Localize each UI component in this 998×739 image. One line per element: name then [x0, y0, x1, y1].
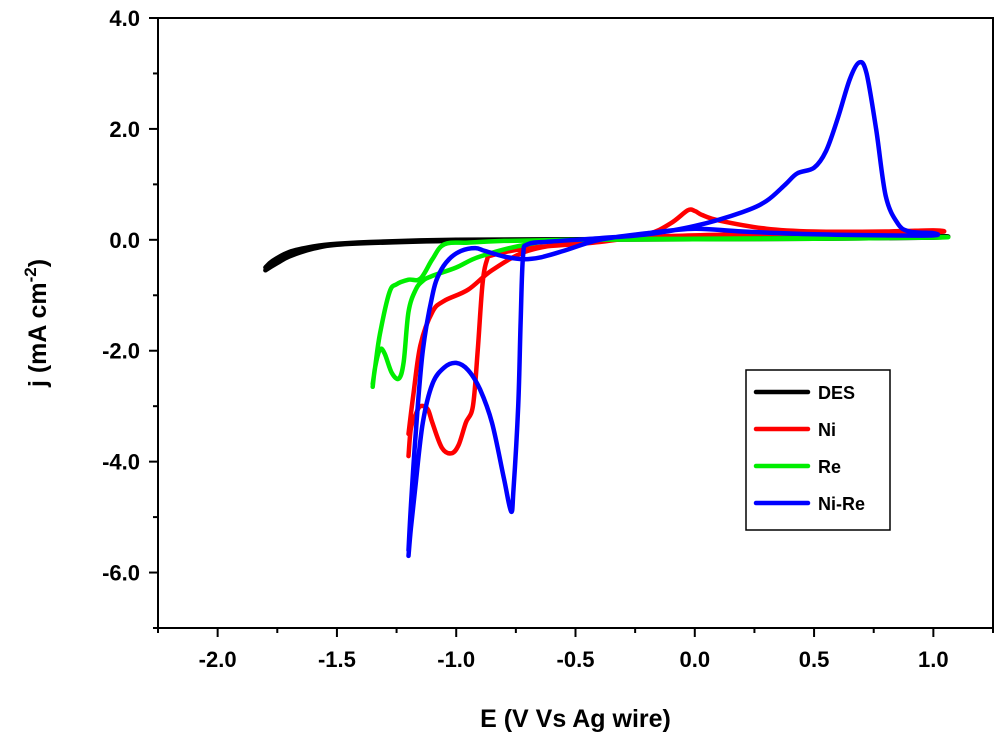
- x-tick-label: 0.5: [799, 647, 830, 672]
- legend-label-re: Re: [818, 457, 841, 477]
- y-tick-label: -6.0: [102, 561, 140, 586]
- series-line-ni: [406, 207, 947, 459]
- y-tick-label: -2.0: [102, 339, 140, 364]
- axis-ticks: [149, 17, 994, 637]
- x-tick-label: -1.5: [318, 647, 356, 672]
- x-tick-label: 1.0: [918, 647, 949, 672]
- legend-label-des: DES: [818, 383, 855, 403]
- y-tick-label: 2.0: [109, 117, 140, 142]
- axis-tick-labels: -2.0 -1.5 -1.0 -0.5 0.0 0.5 1.0 4.0 2.0 0.0 -2.0 -4…: [102, 6, 949, 672]
- y-axis-label: j (mA cm-2): [21, 259, 52, 388]
- legend-label-ni: Ni: [818, 420, 836, 440]
- y-tick-label: 4.0: [109, 6, 140, 31]
- y-tick-label: 0.0: [109, 228, 140, 253]
- legend: DES Ni Re Ni-Re: [745, 369, 891, 531]
- series-lines: [263, 59, 951, 559]
- legend-label-ni-re: Ni-Re: [818, 494, 865, 514]
- x-tick-label: -0.5: [557, 647, 595, 672]
- series-line-ni-re: [406, 59, 941, 559]
- plot-frame: [157, 17, 994, 629]
- x-axis-label: E (V Vs Ag wire): [480, 705, 671, 733]
- x-tick-label: -1.0: [437, 647, 475, 672]
- x-tick-label: -2.0: [199, 647, 237, 672]
- y-axis-label-superscript: -2: [21, 267, 40, 282]
- y-axis-label-close: ): [24, 259, 52, 267]
- series-line-re: [370, 234, 951, 390]
- x-tick-label: 0.0: [679, 647, 710, 672]
- y-tick-label: -4.0: [102, 450, 140, 475]
- y-axis-label-main: j (mA cm: [24, 282, 52, 388]
